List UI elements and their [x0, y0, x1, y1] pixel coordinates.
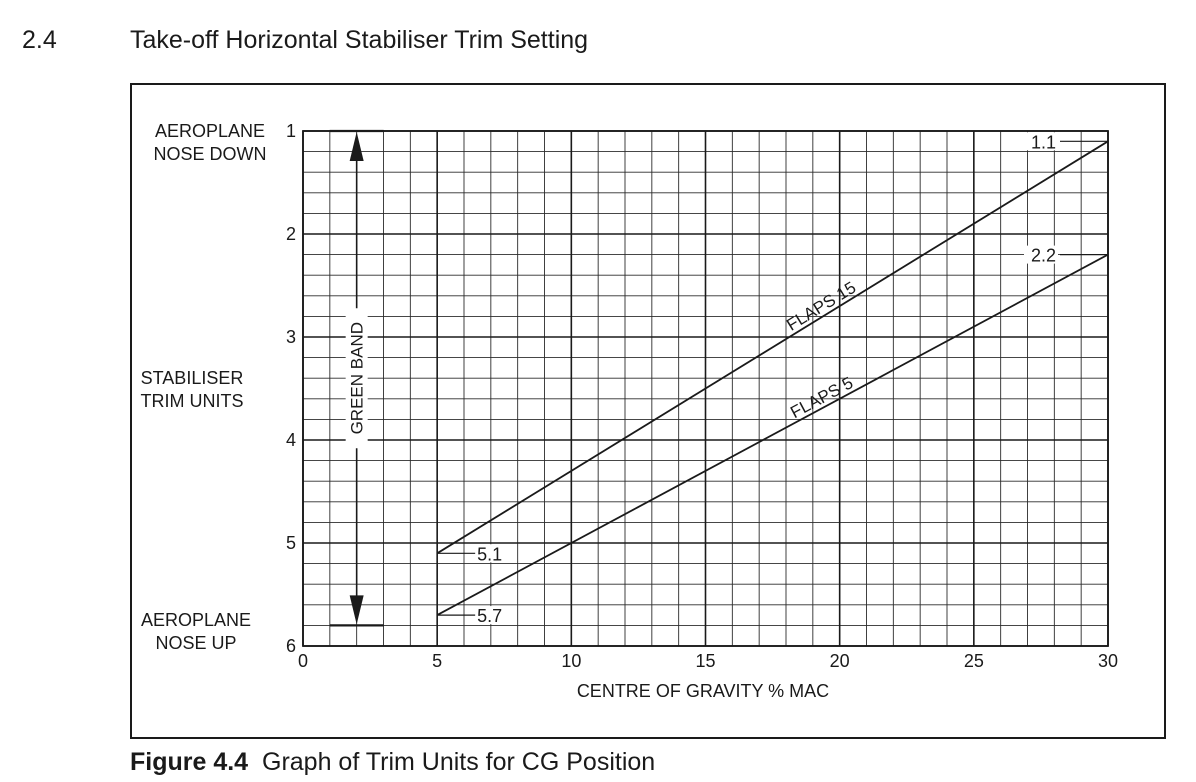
band-label: GREEN BAND: [348, 322, 367, 434]
y-label-center-line1: STABILISER: [140, 368, 244, 388]
end-label-bg: [1024, 245, 1058, 264]
end-value-label: 1.1: [1031, 132, 1056, 152]
end-value-label: 2.2: [1031, 246, 1056, 266]
end-label-bg: [1024, 132, 1058, 151]
green-band: GREEN BAND: [329, 129, 384, 627]
band-arrowhead-up: [349, 132, 364, 161]
series-line: [436, 253, 1109, 616]
band-arrowhead-down: [349, 595, 364, 625]
x-tick-label: 15: [695, 651, 715, 671]
y-label-bottom-line2: NOSE UP: [155, 633, 237, 653]
start-value-label: 5.1: [477, 544, 502, 564]
y-label-center-line2: TRIM UNITS: [140, 391, 244, 411]
x-tick-label: 5: [432, 651, 442, 671]
x-tick-label: 0: [298, 651, 308, 671]
y-tick-label: 4: [286, 430, 296, 450]
y-tick-label: 2: [286, 224, 296, 244]
series-name-label: FLAPS 15: [783, 278, 859, 335]
y-label-top-line1: AEROPLANE: [154, 121, 266, 141]
tick-labels: 0 5 10 15 20 25 30 1 2 3 4 5 6: [286, 121, 1118, 671]
y-tick-label: 3: [286, 327, 296, 347]
major-grid: [302, 130, 1109, 647]
y-label-top-line2: NOSE DOWN: [153, 144, 267, 164]
y-label-center: STABILISER TRIM UNITS: [120, 367, 264, 413]
x-tick-label: 25: [964, 651, 984, 671]
start-label-bg: [477, 606, 508, 625]
y-label-bottom: AEROPLANE NOSE UP: [140, 609, 252, 655]
series-name-label: FLAPS 5: [787, 373, 856, 422]
y-label-top: AEROPLANE NOSE DOWN: [140, 120, 280, 166]
series-lines: 5.1 1.1 FLAPS 15 5.7 2.2 FLAPS 5: [436, 132, 1109, 626]
y-tick-label: 5: [286, 533, 296, 553]
figure-caption-label: Figure 4.4: [130, 748, 249, 776]
start-label-bg: [477, 544, 508, 563]
y-label-bottom-line1: AEROPLANE: [140, 610, 252, 630]
x-tick-label: 30: [1098, 651, 1118, 671]
figure-caption-text: Graph of Trim Units for CG Position: [262, 748, 656, 776]
figure-caption: Figure 4.4 Graph of Trim Units for CG Po…: [130, 748, 655, 777]
series-line: [436, 140, 1109, 555]
x-tick-label: 10: [561, 651, 581, 671]
x-tick-label: 20: [830, 651, 850, 671]
plot-border: [302, 130, 1109, 647]
band-label-bg: [345, 306, 368, 451]
chart-frame: [130, 83, 1166, 739]
section-number: 2.4: [22, 26, 57, 54]
y-tick-label: 6: [286, 636, 296, 656]
y-tick-label: 1: [286, 121, 296, 141]
section-title: Take-off Horizontal Stabiliser Trim Sett…: [130, 26, 589, 54]
x-axis-label: CENTRE OF GRAVITY % MAC: [577, 681, 829, 701]
start-value-label: 5.7: [477, 606, 502, 626]
